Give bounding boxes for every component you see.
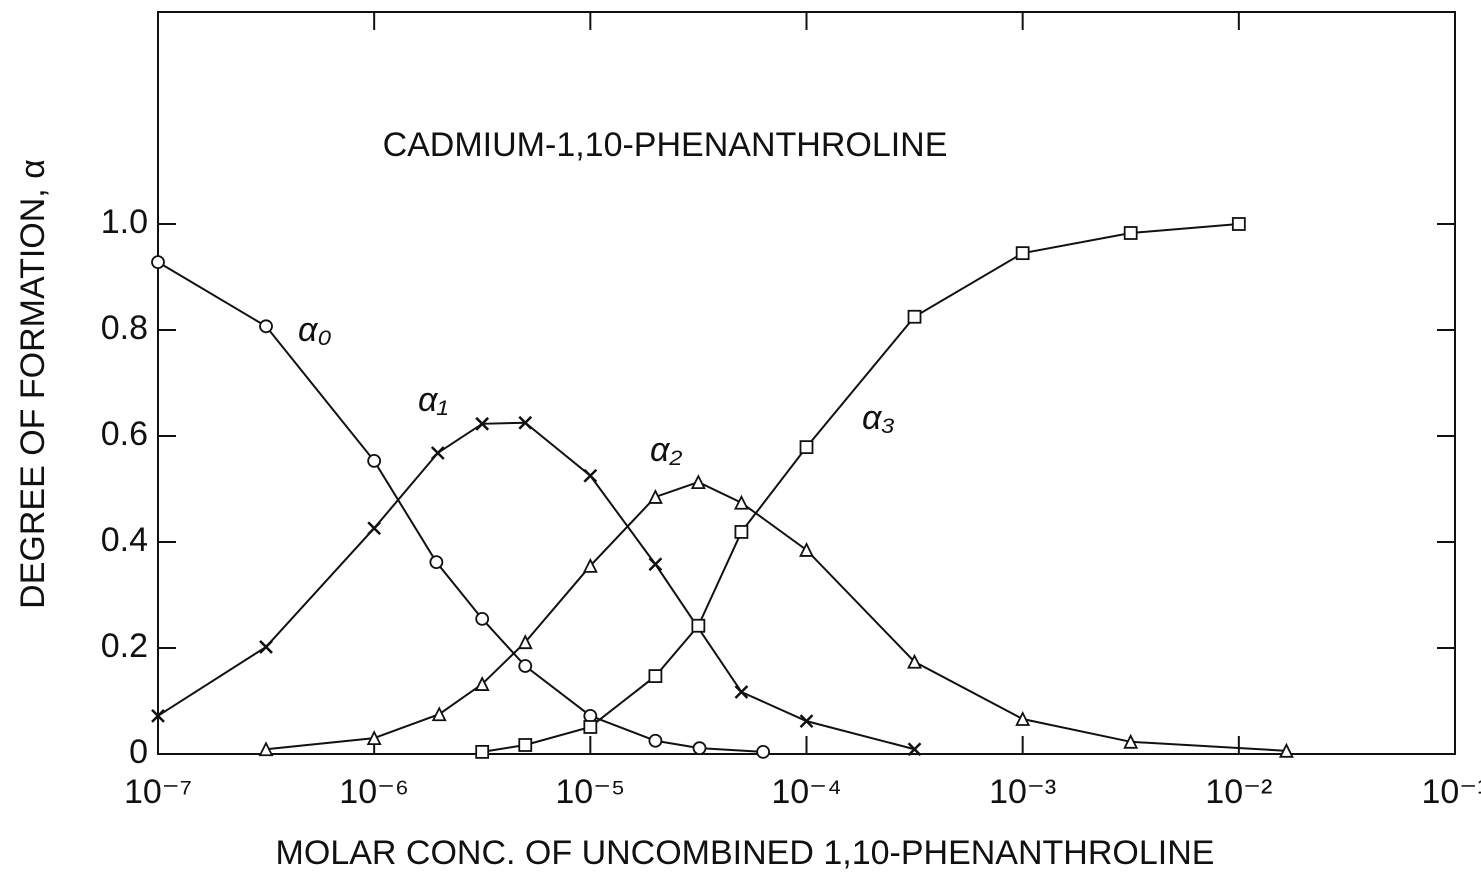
point: [648, 669, 663, 683]
series-line: [157, 261, 764, 753]
point: [648, 733, 663, 748]
point: [366, 730, 382, 745]
point: [259, 319, 273, 334]
point: [799, 440, 814, 455]
point: [1015, 711, 1031, 726]
point: [648, 557, 663, 572]
point: [431, 706, 447, 722]
point: [518, 738, 533, 752]
point: [367, 454, 382, 468]
point: [1123, 226, 1138, 240]
x-tick-label: 10⁻³: [989, 773, 1056, 811]
chart-title: CADMIUM-1,10-PHENANTHROLINE: [383, 126, 948, 164]
point: [474, 676, 490, 691]
x-tick-label: 10⁻⁵: [555, 773, 625, 811]
x-tick-label: 10⁻¹: [1421, 773, 1481, 811]
point: [583, 468, 598, 483]
point: [907, 653, 922, 669]
x-tick-label: 10⁻²: [1205, 773, 1272, 811]
y-tick-label: 0.4: [101, 521, 148, 559]
point: [582, 557, 598, 573]
point: [259, 640, 273, 654]
point: [1231, 217, 1246, 231]
x-tick-label: 10⁻⁴: [771, 773, 841, 811]
point: [518, 415, 533, 430]
x-axis-label: MOLAR CONC. OF UNCOMBINED 1,10-PHENANTHR…: [276, 834, 1215, 872]
y-tick-label: 0.2: [101, 627, 148, 665]
point: [647, 488, 663, 504]
plot-frame: [157, 11, 1456, 755]
x-tick-label: 10⁻⁶: [339, 773, 409, 811]
point: [907, 742, 922, 757]
y-tick-label: 0.6: [101, 415, 148, 453]
point: [799, 541, 814, 557]
series-label: α₃: [862, 399, 895, 437]
point: [583, 720, 598, 734]
point: [756, 744, 771, 759]
point: [734, 525, 749, 539]
point: [517, 634, 533, 650]
point: [518, 659, 533, 673]
point: [151, 708, 165, 723]
point: [691, 618, 706, 633]
point: [429, 555, 444, 570]
point: [734, 685, 749, 699]
y-tick-label: 1.0: [101, 203, 148, 241]
point: [475, 611, 490, 626]
series-line: [482, 223, 1239, 753]
point: [799, 714, 814, 729]
point: [475, 416, 490, 431]
series-line: [265, 481, 1287, 752]
point: [258, 741, 274, 757]
point: [430, 446, 445, 460]
series-label: α₂: [650, 431, 682, 469]
point: [367, 521, 382, 536]
point: [733, 494, 749, 510]
point: [583, 708, 598, 723]
point: [690, 474, 706, 490]
point: [475, 744, 490, 759]
x-tick-label: 10⁻⁷: [124, 773, 192, 811]
series-label: α₁: [418, 381, 448, 419]
point: [1278, 742, 1294, 758]
y-tick-label: 0.8: [101, 309, 148, 347]
y-axis-label: DEGREE OF FORMATION, α: [14, 159, 52, 609]
series-line: [157, 421, 915, 751]
series-label: α₀: [298, 311, 332, 349]
point: [1015, 246, 1030, 261]
point: [151, 255, 165, 270]
point: [907, 309, 922, 324]
point: [692, 741, 707, 756]
point: [1123, 733, 1139, 749]
y-tick-label: 0: [129, 733, 148, 771]
